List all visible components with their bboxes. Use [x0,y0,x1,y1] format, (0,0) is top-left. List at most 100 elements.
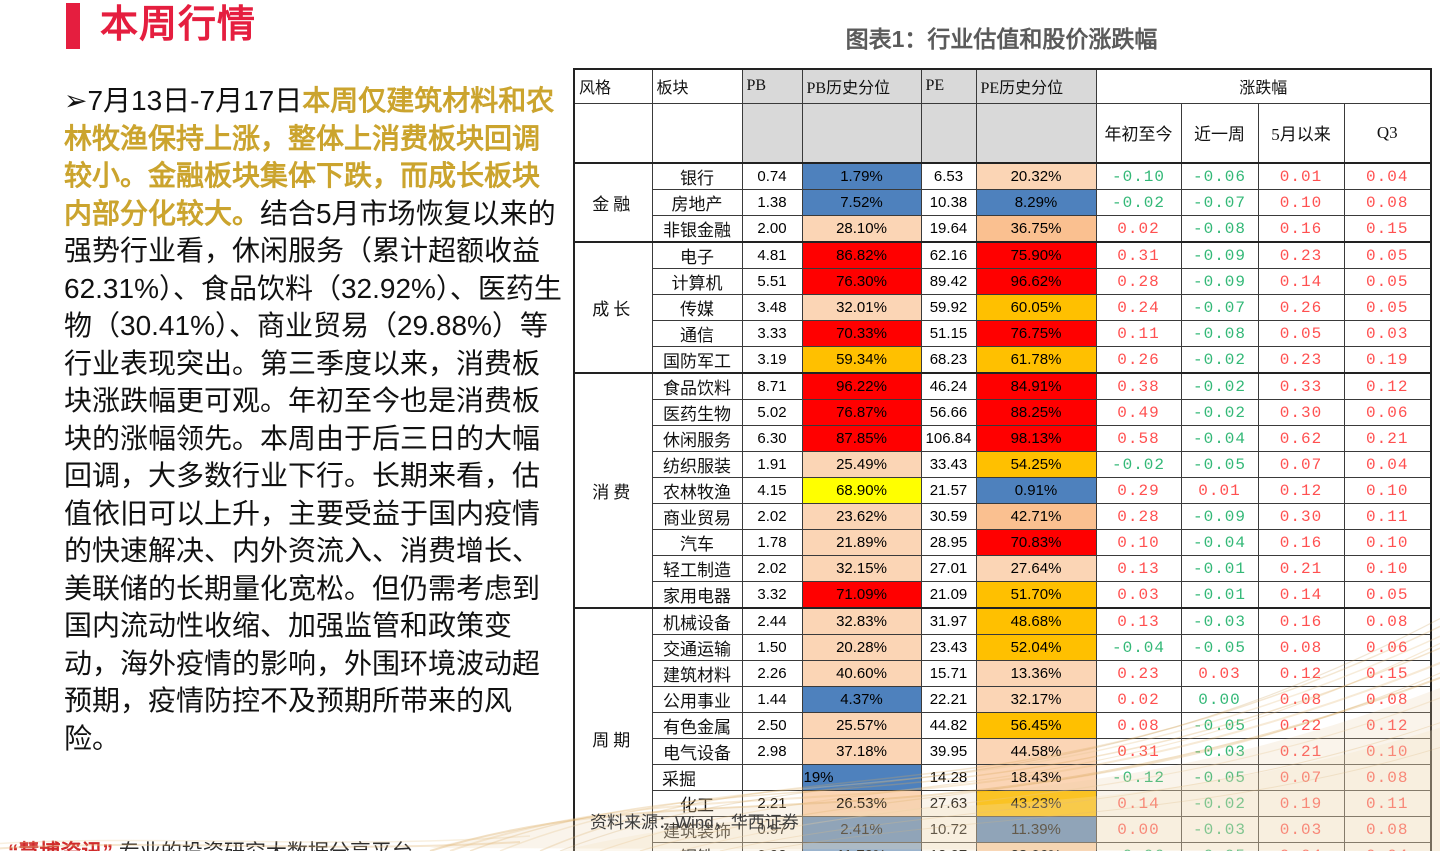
table-row: 休闲服务 6.30 87.85% 106.84 98.13% 0.58 -0.04 0.62 0… [574,425,1432,452]
pe-percentile: 70.83% [975,529,1097,556]
pe-percentile: 44.58% [975,738,1097,765]
summary-paragraph: ➢7月13日-7月17日本周仅建筑材料和农林牧渔保持上涨，整体上消费板块回调较小… [64,82,566,757]
pb-value: 2.26 [741,660,803,687]
sector-label: 传媒 [680,300,714,319]
chg-ytd: 0.24 [1095,294,1182,321]
sector-cell: 轻工制造 [651,555,743,582]
sector-cell: 钢铁 [651,842,743,851]
chg-ytd: -0.10 [1095,162,1182,190]
table-row: 商业贸易 2.02 23.62% 30.59 42.71% 0.28 -0.09 0.30 0.… [574,503,1432,530]
table-row: 公用事业 1.44 4.37% 22.21 32.17% 0.02 0.00 0.08 0.08 [574,686,1432,713]
pb-percentile: 32.83% [801,607,922,635]
pb-value: 4.15 [741,477,803,504]
pe-value: 27.63 [920,790,977,817]
chg-since-may: 0.14 [1257,581,1345,609]
col-header-q3: Q3 [1343,102,1432,164]
pe-value: 89.42 [920,268,977,295]
pb-value [741,764,803,791]
pb-percentile: 28.10% [801,215,922,243]
watermark: “慧博资讯” 专业的投资研究大数据分享平台 [8,836,413,851]
pe-value: 27.01 [920,555,977,582]
sector-label: 交通运输 [663,640,731,659]
pb-percentile: 11.79% [801,842,922,851]
table-row: 采掘 19% 14.28 18.43% -0.12 -0.05 0.07 0.08 [574,764,1432,791]
pe-value: 33.43 [920,451,977,478]
chg-week: 0.01 [1180,477,1259,504]
pb-value: 4.81 [741,241,803,269]
sector-label: 国防军工 [663,352,731,371]
pe-percentile: 48.68% [975,607,1097,635]
sector-label: 汽车 [680,535,714,554]
pb-percentile: 25.57% [801,712,922,739]
chg-q3: 0.10 [1343,738,1432,765]
chg-since-may: 0.21 [1257,738,1345,765]
pb-percentile: 76.30% [801,268,922,295]
chg-since-may: 0.12 [1257,477,1345,504]
table-row: 房地产 1.38 7.52% 10.38 8.29% -0.02 -0.07 0.10 0.08 [574,189,1432,216]
pb-value: 0.92 [741,842,803,851]
pe-value: 19.64 [920,215,977,243]
pe-percentile: 36.75% [975,215,1097,243]
pb-percentile: 37.18% [801,738,922,765]
pb-percentile: 59.34% [801,346,922,374]
sector-cell: 商业贸易 [651,503,743,530]
pe-percentile: 8.29% [975,189,1097,216]
chg-week: -0.08 [1180,215,1259,243]
table-row: 计算机 5.51 76.30% 89.42 96.62% 0.28 -0.09 0.14 0.0… [574,268,1432,295]
sector-label: 建筑材料 [663,666,731,685]
chg-ytd: 0.03 [1095,581,1182,609]
chg-week: -0.05 [1180,451,1259,478]
pb-value: 0.74 [741,162,803,190]
sector-cell: 国防军工 [651,346,743,374]
sector-label: 房地产 [671,195,723,214]
chg-since-may: 0.26 [1257,294,1345,321]
table-row: 家用电器 3.32 71.09% 21.09 51.70% 0.03 -0.01 0.14 0.… [574,581,1432,609]
chg-ytd: 0.14 [1095,790,1182,817]
sector-cell: 计算机 [651,268,743,295]
table-row: 有色金属 2.50 25.57% 44.82 56.45% 0.08 -0.05 0.22 0.… [574,712,1432,739]
table-row: 纺织服装 1.91 25.49% 33.43 54.25% -0.02 -0.05 0.07 0… [574,451,1432,478]
sector-label: 通信 [680,326,714,345]
chg-q3: 0.03 [1343,320,1432,347]
chg-since-may: 0.14 [1257,268,1345,295]
valuation-table: 风格 板块 PB PB历史分位 PE PE历史分位 涨跌幅 年初至今 近一周 5… [573,68,1433,851]
sector-label: 机械设备 [663,614,731,633]
chg-week: -0.04 [1180,529,1259,556]
pe-value: 21.09 [920,581,977,609]
chg-week: -0.07 [1180,189,1259,216]
chg-since-may: 0.19 [1257,790,1345,817]
chg-ytd: 0.11 [1095,320,1182,347]
chg-ytd: 0.13 [1095,555,1182,582]
chg-since-may: 0.12 [1257,660,1345,687]
chg-since-may: 0.05 [1257,320,1345,347]
pe-percentile: 32.17% [975,686,1097,713]
chg-week: -0.03 [1180,607,1259,635]
pb-percentile: 21.89% [801,529,922,556]
sector-cell: 有色金属 [651,712,743,739]
table-header-row-2: 年初至今 近一周 5月以来 Q3 [573,102,1432,164]
sector-label: 医药生物 [663,405,731,424]
pb-value: 6.30 [741,425,803,452]
chg-q3: 0.05 [1343,294,1432,321]
pe-value: 31.97 [920,607,977,635]
chg-ytd: 0.38 [1095,372,1182,400]
pb-percentile: 4.37% [801,686,922,713]
sector-label: 轻工制造 [663,561,731,580]
chg-ytd: 0.28 [1095,268,1182,295]
pb-percentile: 32.15% [801,555,922,582]
bullet-arrow-icon: ➢ [64,85,88,116]
chg-week: -0.07 [1180,294,1259,321]
table-row: 成长 电子 4.81 86.82% 62.16 75.90% 0.31 -0.09 0.23 0.… [573,241,1432,374]
sector-label: 休闲服务 [663,431,731,450]
chg-since-may: 0.16 [1257,607,1345,635]
pe-value: 62.16 [920,241,977,269]
pe-percentile: 51.70% [975,581,1097,609]
pe-percentile: 76.75% [975,320,1097,347]
pe-value: 22.21 [920,686,977,713]
chg-since-may: 0.23 [1257,346,1345,374]
sector-cell: 汽车 [651,529,743,556]
pb-value: 2.50 [741,712,803,739]
pb-percentile: 96.22% [801,372,922,400]
chg-ytd: 0.02 [1095,686,1182,713]
